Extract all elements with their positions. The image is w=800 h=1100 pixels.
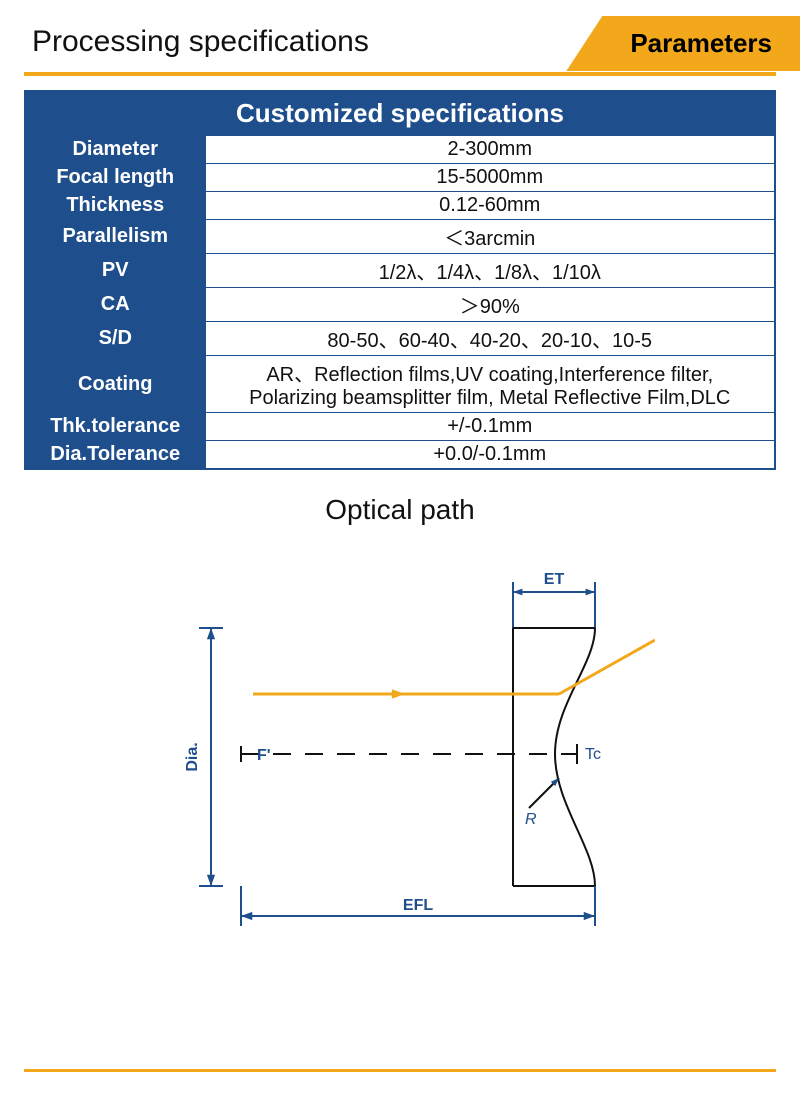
spec-label: PV	[25, 254, 205, 288]
optical-path-title: Optical path	[0, 494, 800, 526]
spec-label: CA	[25, 288, 205, 322]
spec-value: +0.0/-0.1mm	[205, 441, 775, 470]
table-row: S/D80-50、60-40、40-20、20-10、10-5	[25, 322, 775, 356]
table-row: Focal length15-5000mm	[25, 164, 775, 192]
svg-text:Tc: Tc	[585, 746, 601, 763]
spec-value: 15-5000mm	[205, 164, 775, 192]
optical-diagram-wrap: Dia. ET F' Tc R EFL	[0, 544, 800, 928]
table-row: CoatingAR、Reflection films,UV coating,In…	[25, 356, 775, 413]
svg-text:F': F'	[257, 747, 271, 764]
spec-value: ＞90%	[205, 288, 775, 322]
spec-label: Focal length	[25, 164, 205, 192]
title-underline	[24, 72, 776, 76]
table-row: PV1/2λ、1/4λ、1/8λ、1/10λ	[25, 254, 775, 288]
spec-value: 80-50、60-40、40-20、20-10、10-5	[205, 322, 775, 356]
parameters-badge: Parameters	[566, 16, 800, 71]
svg-text:ET: ET	[544, 571, 565, 588]
spec-label: Thickness	[25, 192, 205, 220]
spec-label: Coating	[25, 356, 205, 413]
table-row: Thickness0.12-60mm	[25, 192, 775, 220]
table-row: Diameter2-300mm	[25, 136, 775, 164]
spec-label: Thk.tolerance	[25, 413, 205, 441]
svg-text:Dia.: Dia.	[184, 742, 201, 771]
spec-label: Dia.Tolerance	[25, 441, 205, 470]
spec-value: +/-0.1mm	[205, 413, 775, 441]
optical-diagram: Dia. ET F' Tc R EFL	[145, 544, 655, 928]
spec-value: ＜3arcmin	[205, 220, 775, 254]
spec-table: Customized specifications Diameter2-300m…	[24, 90, 776, 470]
spec-label: Diameter	[25, 136, 205, 164]
header-row: Processing specifications Parameters	[0, 0, 800, 72]
table-row: Thk.tolerance+/-0.1mm	[25, 413, 775, 441]
spec-value: 2-300mm	[205, 136, 775, 164]
spec-table-body: Diameter2-300mmFocal length15-5000mmThic…	[25, 136, 775, 470]
spec-label: Parallelism	[25, 220, 205, 254]
spec-value: 0.12-60mm	[205, 192, 775, 220]
table-row: Parallelism＜3arcmin	[25, 220, 775, 254]
spec-label: S/D	[25, 322, 205, 356]
spec-value: 1/2λ、1/4λ、1/8λ、1/10λ	[205, 254, 775, 288]
svg-text:EFL: EFL	[403, 897, 433, 914]
table-row: CA＞90%	[25, 288, 775, 322]
table-row: Dia.Tolerance+0.0/-0.1mm	[25, 441, 775, 470]
spec-table-title: Customized specifications	[25, 91, 775, 136]
spec-value: AR、Reflection films,UV coating,Interfere…	[205, 356, 775, 413]
svg-text:R: R	[525, 811, 537, 828]
section-title: Processing specifications	[32, 25, 369, 59]
bottom-rule	[24, 1069, 776, 1072]
